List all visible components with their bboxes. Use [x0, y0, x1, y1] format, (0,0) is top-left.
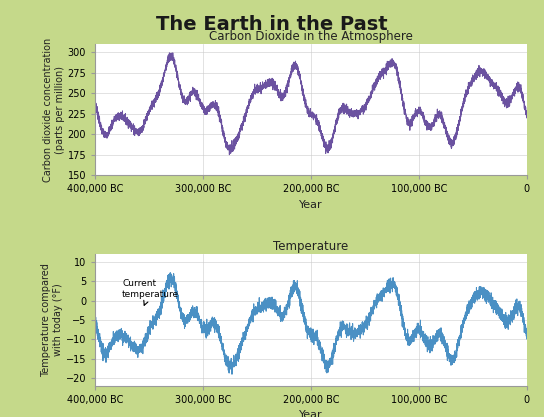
Title: Carbon Dioxide in the Atmosphere: Carbon Dioxide in the Atmosphere: [209, 30, 413, 43]
Y-axis label: Carbon dioxide concentration
(parts per million): Carbon dioxide concentration (parts per …: [43, 38, 65, 182]
X-axis label: Year: Year: [299, 200, 323, 210]
Text: The Earth in the Past: The Earth in the Past: [156, 15, 388, 34]
Y-axis label: Temperature compared
with today (°F): Temperature compared with today (°F): [41, 263, 63, 377]
X-axis label: Year: Year: [299, 410, 323, 417]
Text: Current
temperature: Current temperature: [122, 279, 180, 305]
Title: Temperature: Temperature: [273, 240, 349, 253]
